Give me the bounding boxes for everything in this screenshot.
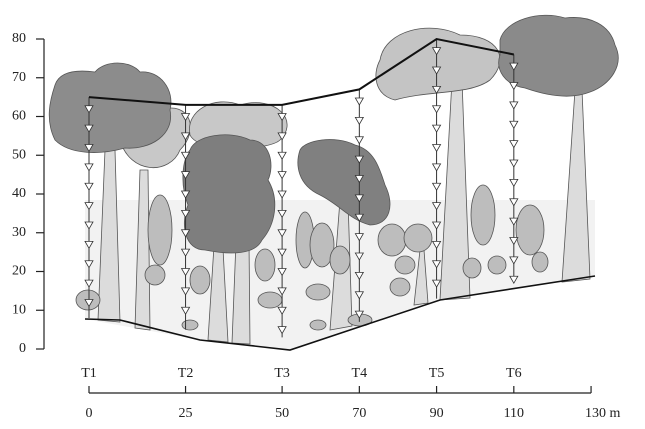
sensor [509,62,519,71]
sensor [84,144,94,153]
sensor [277,287,287,296]
sensor [277,229,287,238]
sensor [277,171,287,180]
tower-label: T5 [429,366,445,381]
sensor [277,306,287,316]
y-tick-label: 40 [12,186,26,201]
sensor [431,260,442,269]
sensor [431,221,442,230]
y-tick-label: 10 [12,302,26,317]
sensor [84,182,94,192]
sensor [354,97,365,106]
x-tick-label: 90 [430,406,444,421]
y-tick-label: 30 [12,225,26,240]
sensor [180,190,191,199]
sensor [180,268,191,277]
sensor [277,190,287,199]
sensor [354,116,365,126]
sensor [431,66,442,75]
sensor [354,213,365,223]
sensor [509,178,519,188]
sensor [509,159,519,168]
sensor [180,209,191,219]
sensor [509,198,519,207]
sensor [509,217,519,226]
sensor [354,175,365,184]
sensor [354,291,365,300]
sensor [354,233,365,242]
towers: T1 T2 T3 T4 T5 T6 [81,37,522,381]
tower-label: T6 [506,366,522,381]
sensor [277,268,287,277]
sensor [277,209,287,219]
sensor [84,202,94,211]
sensor [431,105,442,114]
sensor [431,124,442,133]
vegetation [48,14,619,351]
sensor [354,155,365,164]
tower-label: T3 [274,366,290,381]
sensor [180,171,191,180]
sensor [84,299,94,308]
sensor [509,140,519,149]
sensor [431,182,442,192]
sensor [84,260,94,269]
sensor [84,124,94,133]
x-tick-label: 110 [504,406,524,421]
tower-label: T4 [352,366,368,381]
sensor [180,306,191,316]
canopy-line [88,37,515,106]
sensor [354,271,365,281]
x-tick-label: 50 [275,406,289,421]
sensor [431,144,442,153]
sensor [180,229,191,238]
x-tick-label: 25 [179,406,193,421]
sensor [354,310,365,319]
sensor [431,279,442,288]
tower-label: T2 [178,366,194,381]
sensor [354,194,365,203]
sensor [509,120,519,130]
sensor [84,105,94,114]
sensor [431,85,442,95]
sensor [180,132,191,141]
sensor [509,275,519,285]
sensor [509,82,519,91]
y-tick-label: 50 [12,147,26,162]
y-tick-label: 80 [12,31,26,46]
sensor [277,151,287,161]
sensor [277,113,287,122]
y-tick-label: 20 [12,264,26,279]
sensor [431,240,442,250]
sensor [509,237,519,246]
sensor [277,132,287,141]
sensor [180,287,191,296]
y-tick-label: 60 [12,109,26,124]
sensor [180,113,191,122]
y-tick-label: 70 [12,70,26,85]
sensor [509,256,519,265]
sensor [84,279,94,288]
tower-label: T1 [81,366,97,381]
sensor [431,202,442,211]
sensor [84,163,94,172]
sensor [431,47,442,56]
x-tick-label: 0 [86,406,93,421]
sensor [277,326,287,335]
axes: 0 10 20 30 40 50 60 70 80 0 25 50 70 90 110 130 m [12,31,621,421]
sensor [354,136,365,145]
y-tick-label: 0 [19,341,26,356]
sensor [84,240,94,250]
sensor [277,248,287,257]
sensor [354,252,365,261]
sensor [180,248,191,257]
x-tick-label: 130 m [585,406,621,421]
sensor [84,221,94,230]
sensor [509,101,519,110]
sensor [431,163,442,172]
sensor [180,151,191,161]
x-tick-label: 70 [352,406,366,421]
